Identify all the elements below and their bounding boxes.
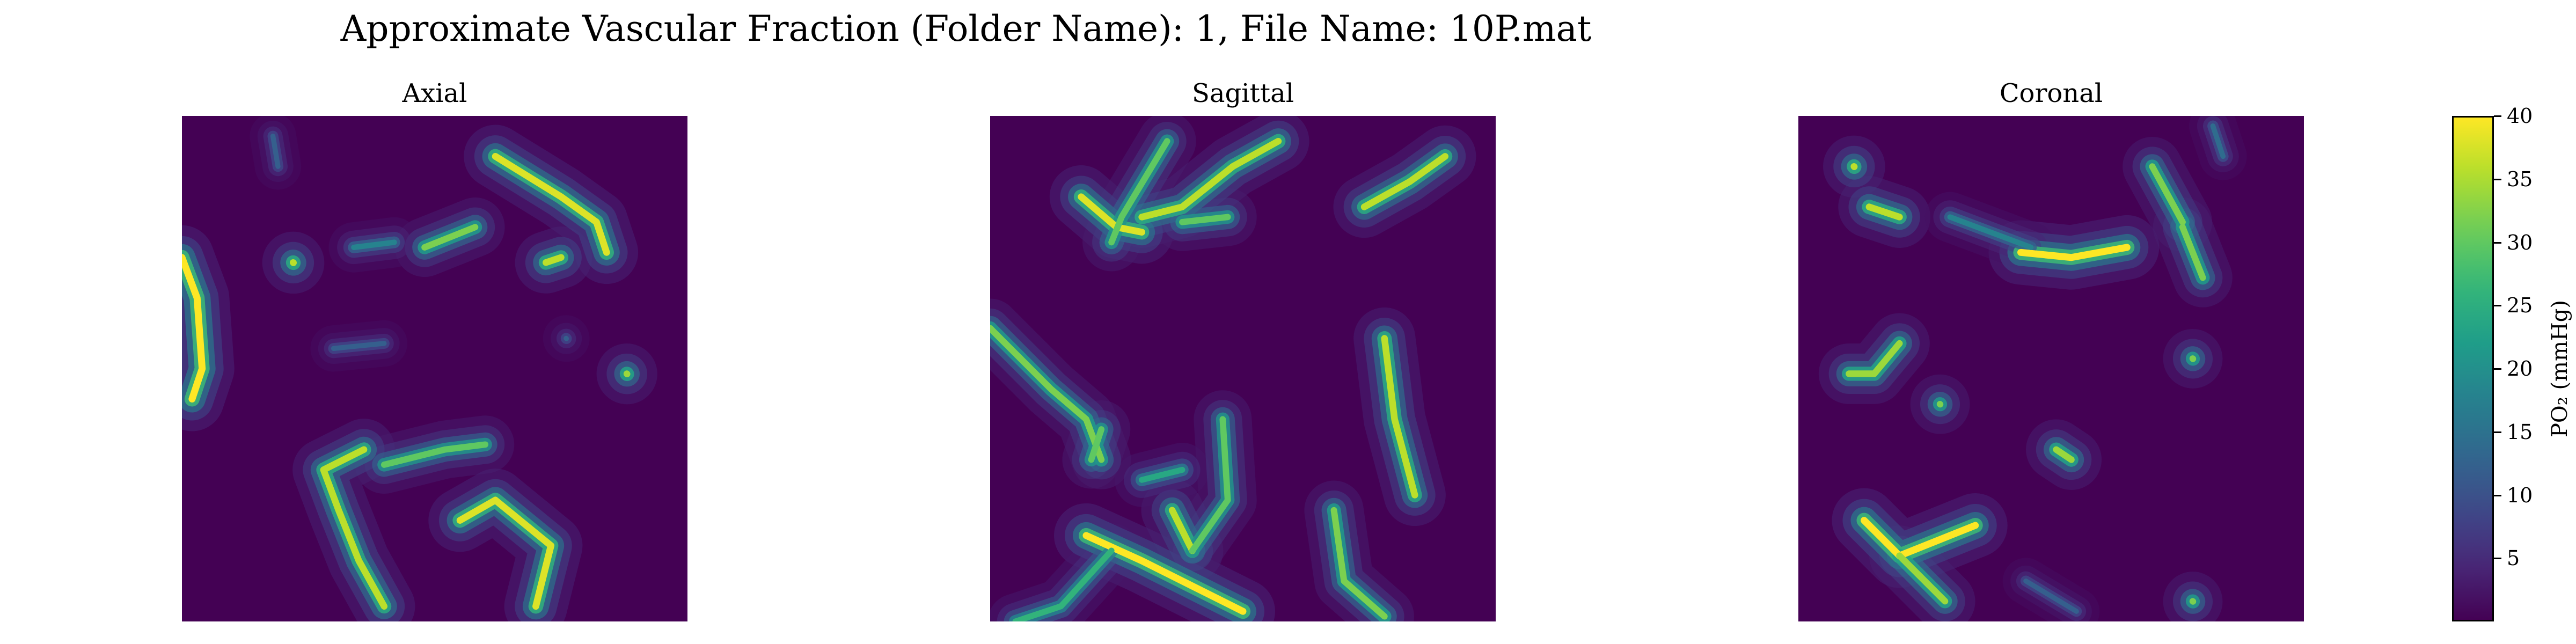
vessel-mark [2179, 224, 2206, 281]
vessel-mark [1865, 203, 1903, 221]
vessel-mark [2023, 578, 2079, 614]
colorbar-tick-label: 10 [2507, 483, 2533, 507]
axial-heatmap [182, 116, 687, 621]
vessel-mark [543, 254, 565, 266]
vessel-mark [1381, 335, 1418, 499]
vessel-mark [1189, 416, 1231, 554]
colorbar [2452, 116, 2494, 621]
colorbar-tick-label: 30 [2507, 230, 2533, 254]
colorbar-tick [2494, 558, 2501, 560]
sagittal-title: Sagittal [1191, 78, 1294, 108]
vessel-mark [1896, 552, 1949, 605]
colorbar-tick-label: 25 [2507, 294, 2533, 318]
vessel-mark [1168, 507, 1196, 554]
vessel-mark [492, 152, 610, 256]
colorbar-tick [2494, 115, 2501, 117]
axial-heatmap-plot [182, 116, 687, 621]
vessel-mark [2210, 123, 2226, 159]
vessel-mark [1850, 163, 1858, 170]
vessel-mark [1179, 214, 1231, 225]
colorbar-tick-label: 15 [2507, 420, 2533, 444]
colorbar-tick-label: 20 [2507, 357, 2533, 380]
vessel-mark [380, 441, 489, 468]
sagittal-heatmap-plot [990, 116, 1496, 621]
vessel-mark [2149, 163, 2186, 225]
colorbar-tick-label: 40 [2507, 104, 2533, 128]
coronal-title: Coronal [1999, 78, 2103, 108]
vessel-mark [331, 341, 387, 351]
axial-title: Axial [402, 78, 467, 108]
colorbar-ticks: 5 10 15 20 25 30 35 40 [2494, 105, 2558, 621]
vessel-mark [320, 446, 388, 610]
vessel-mark [2053, 446, 2075, 463]
vessel-mark [1330, 507, 1388, 620]
vessel-mark [290, 259, 297, 266]
vessel-mark [1360, 153, 1449, 210]
vessel-mark [1139, 466, 1185, 483]
vessel-mark [1088, 426, 1105, 463]
colorbar-tick [2494, 431, 2501, 433]
colorbar-label: PO₂ (mmHg) [2548, 300, 2572, 438]
colorbar-tick-label: 5 [2507, 546, 2520, 570]
vessel-mark [1936, 400, 1944, 408]
vessel-mark [182, 254, 206, 403]
vessel-mark [421, 224, 479, 251]
colorbar-tick [2494, 178, 2501, 180]
vessel-mark [1846, 340, 1903, 377]
sagittal-heatmap [990, 116, 1496, 621]
colorbar-tick [2494, 305, 2501, 307]
vessel-mark [1108, 138, 1170, 246]
colorbar-tick [2494, 241, 2501, 244]
colorbar-tick [2494, 368, 2501, 370]
vessel-mark [456, 496, 555, 610]
coronal-heatmap [1798, 116, 2304, 621]
vessel-mark [2017, 244, 2131, 261]
vessel-mark [564, 335, 569, 341]
vessel-mark [1012, 547, 1115, 621]
figure-title: Approximate Vascular Fraction (Folder Na… [340, 8, 1592, 49]
vessel-mark [990, 325, 1105, 463]
colorbar-tick-label: 35 [2507, 167, 2533, 191]
vessel-mark [1082, 532, 1247, 615]
vessel-mark [1138, 137, 1282, 221]
coronal-heatmap-plot [1798, 116, 2304, 621]
vessel-mark [1947, 214, 2034, 250]
vessel-mark [351, 239, 397, 250]
colorbar-tick [2494, 494, 2501, 496]
vessel-mark [270, 134, 281, 169]
